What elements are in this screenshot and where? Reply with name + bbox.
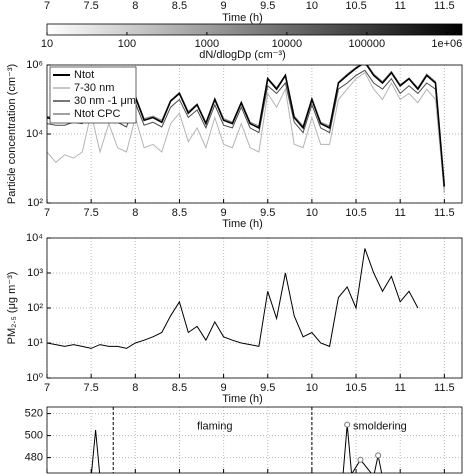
x-tick-label: 7	[44, 207, 50, 219]
plot-lines	[91, 421, 383, 473]
series-line	[47, 71, 445, 193]
x-axis-label: Time (h)	[222, 12, 263, 24]
x-tick-label: 8	[132, 382, 138, 394]
x-tick-label: 8	[132, 207, 138, 219]
marker	[357, 456, 364, 463]
x-axis-label: Time (h)	[222, 393, 263, 405]
y-tick-label: 10⁴	[26, 128, 43, 140]
legend-label: 30 nm -1 μm	[74, 95, 136, 107]
x-tick-label: 10	[306, 382, 318, 394]
x-tick-label: 8	[132, 0, 138, 12]
x-tick-label: 10.5	[345, 0, 366, 12]
colorbar	[46, 23, 463, 36]
x-tick-label: 7.5	[84, 207, 99, 219]
y-tick-label: 10⁰	[26, 372, 43, 384]
y-tick-label: 10³	[27, 267, 43, 279]
y-tick-label: 10⁴	[26, 232, 43, 244]
x-tick-label: 10.5	[345, 207, 366, 219]
marker	[375, 452, 382, 459]
marker	[344, 421, 351, 428]
annotation: smoldering	[353, 421, 407, 433]
x-tick-label: 9	[221, 0, 227, 12]
y-axis-label: Particle concentration (cm⁻³)	[6, 64, 18, 204]
colorbar-tick-label: 10000	[272, 38, 303, 50]
plot-lines	[47, 248, 419, 349]
legend-label: Ntot	[74, 69, 94, 81]
y-tick-label: 480	[25, 452, 43, 464]
annotation: flaming	[197, 421, 232, 433]
x-tick-label: 11	[394, 207, 405, 219]
x-tick-label: 7	[44, 0, 50, 12]
legend-label: Ntot CPC	[74, 108, 121, 120]
x-tick-label: 9	[221, 207, 227, 219]
x-tick-label: 11	[394, 382, 405, 394]
colorbar-label: dN/dlogDp (cm⁻³)	[199, 49, 286, 61]
plot-frame	[46, 406, 463, 474]
x-tick-label: 10	[306, 0, 318, 12]
colorbar-tick-label: 100000	[348, 38, 385, 50]
y-axis-label: PM₂.₅ (μg m⁻³)	[6, 272, 18, 345]
colorbar-tick-label: 1000	[195, 38, 219, 50]
x-tick-label: 9.5	[260, 382, 275, 394]
x-tick-label: 11	[394, 0, 405, 12]
x-tick-label: 10	[306, 207, 318, 219]
colorbar-tick-label: 10	[41, 38, 53, 50]
x-tick-label: 8.5	[172, 382, 187, 394]
y-tick-label: 500	[25, 430, 43, 442]
plot-frame	[46, 64, 463, 204]
x-tick-label: 8.5	[172, 0, 187, 12]
y-tick-label: 10²	[27, 302, 43, 314]
y-tick-label: 10²	[27, 197, 43, 209]
y-tick-label: 10⁶	[26, 59, 43, 71]
x-tick-label: 9.5	[260, 207, 275, 219]
x-tick-label: 11.5	[434, 382, 455, 394]
colorbar-tick-label: 1e+06	[431, 38, 462, 50]
y-tick-label: 10¹	[27, 337, 43, 349]
plot-frame	[46, 237, 463, 379]
x-tick-label: 7.5	[84, 382, 99, 394]
x-tick-label: 9	[221, 382, 227, 394]
x-tick-label: 9.5	[260, 0, 275, 12]
x-tick-label: 10.5	[345, 382, 366, 394]
colorbar-tick-label: 100	[118, 38, 136, 50]
x-tick-label: 11.5	[434, 207, 455, 219]
series-line	[91, 424, 383, 473]
series-line	[47, 248, 419, 349]
x-tick-label: 8.5	[172, 207, 187, 219]
x-tick-label: 7	[44, 382, 50, 394]
x-tick-label: 7.5	[84, 0, 99, 12]
y-tick-label: 520	[25, 408, 43, 420]
x-tick-label: 11.5	[434, 0, 455, 12]
legend-label: 7-30 nm	[74, 82, 114, 94]
x-axis-label: Time (h)	[222, 218, 263, 230]
